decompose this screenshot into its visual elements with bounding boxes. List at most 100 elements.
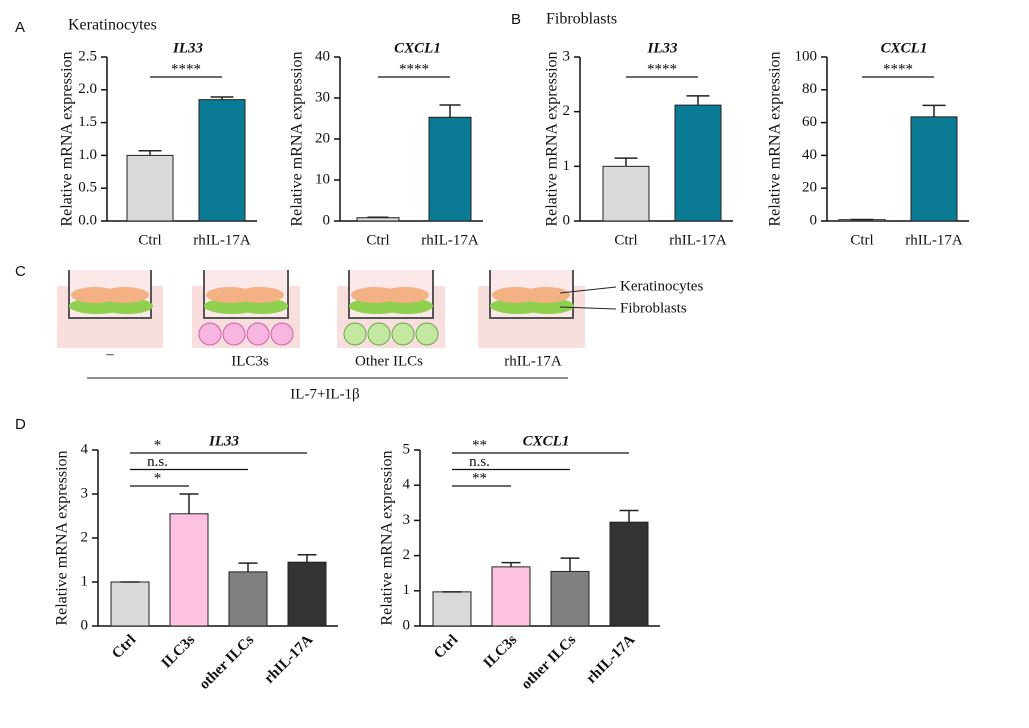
- significance-label: **: [472, 437, 487, 453]
- y-axis-label: Relative mRNA expression: [379, 450, 396, 625]
- y-tick-label: 60: [802, 114, 817, 130]
- y-axis-label: Relative mRNA expression: [54, 450, 71, 625]
- y-axis-label: Relative mRNA expression: [544, 51, 561, 226]
- x-tick-label: rhIL-17A: [261, 632, 316, 687]
- bar: [110, 581, 150, 627]
- bar: [602, 165, 650, 222]
- y-axis-label: Relative mRNA expression: [767, 51, 784, 226]
- y-tick-label: 0: [563, 212, 571, 228]
- y-tick-label: 100: [795, 48, 818, 64]
- x-tick-label: Ctrl: [850, 232, 873, 248]
- significance-label: *: [154, 437, 162, 453]
- chart-title: IL33: [172, 40, 204, 56]
- y-tick-label: 4: [403, 477, 411, 493]
- cell-label: Fibroblasts: [620, 300, 687, 316]
- bar: [356, 217, 400, 222]
- x-tick-label: Ctrl: [366, 232, 389, 248]
- y-tick-label: 0: [810, 212, 818, 228]
- error-bar: [614, 157, 638, 167]
- y-tick-label: 1.5: [78, 114, 97, 130]
- significance-label: ****: [883, 61, 913, 77]
- y-tick-label: 2.0: [78, 81, 97, 97]
- y-tick-label: 2.5: [78, 48, 97, 64]
- bar: [432, 591, 472, 627]
- y-tick-label: 3: [81, 485, 89, 501]
- x-tick-label: Ctrl: [138, 232, 161, 248]
- y-tick-label: 1: [563, 158, 571, 174]
- x-tick-label: ILC3s: [481, 632, 521, 672]
- error-bar: [619, 509, 639, 523]
- well: [57, 270, 163, 348]
- cell-label: Keratinocytes: [620, 278, 703, 294]
- y-tick-label: 1.0: [78, 147, 97, 163]
- y-tick-label: 5: [403, 441, 411, 457]
- x-tick-label: other ILCs: [196, 632, 257, 693]
- x-tick-label: other ILCs: [518, 632, 579, 693]
- bar: [198, 99, 246, 222]
- chart-title: CXCL1: [523, 433, 570, 449]
- significance-label: n.s.: [147, 454, 168, 470]
- x-tick-label: rhIL-17A: [421, 232, 479, 248]
- significance-label: ****: [399, 61, 429, 77]
- chart-title: CXCL1: [394, 40, 441, 56]
- bar: [428, 116, 472, 222]
- y-tick-label: 10: [315, 171, 330, 187]
- x-tick-label: ILC3s: [159, 632, 199, 672]
- condition-label: rhIL-17A: [504, 353, 562, 369]
- y-tick-label: 2: [403, 547, 411, 563]
- y-tick-label: 20: [315, 130, 330, 146]
- y-tick-label: 0: [323, 212, 331, 228]
- panel-title: Keratinocytes: [68, 17, 157, 34]
- y-tick-label: 4: [81, 441, 89, 457]
- error-bar: [439, 104, 461, 118]
- chart-title: CXCL1: [881, 40, 928, 56]
- x-tick-label: rhIL-17A: [583, 632, 638, 687]
- x-tick-label: rhIL-17A: [669, 232, 727, 248]
- y-tick-label: 80: [802, 81, 817, 97]
- condition-label: –: [105, 346, 114, 362]
- bar: [910, 116, 958, 222]
- y-tick-label: 2: [81, 529, 89, 545]
- x-tick-label: rhIL-17A: [905, 232, 963, 248]
- x-tick-label: rhIL-17A: [193, 232, 251, 248]
- error-bar: [238, 562, 258, 572]
- bar: [550, 570, 590, 627]
- bar: [228, 571, 268, 627]
- y-tick-label: 0: [81, 617, 89, 633]
- x-tick-label: Ctrl: [614, 232, 637, 248]
- y-tick-label: 40: [802, 147, 817, 163]
- treatment-label: IL-7+IL-1β: [290, 386, 359, 402]
- error-bar: [179, 493, 199, 514]
- well: [192, 270, 300, 348]
- significance-label: ****: [171, 61, 201, 77]
- significance-label: n.s.: [469, 454, 490, 470]
- error-bar: [922, 104, 946, 117]
- y-tick-label: 3: [563, 48, 571, 64]
- error-bar: [686, 95, 710, 106]
- error-bar: [297, 553, 317, 563]
- panel-label: B: [511, 11, 521, 28]
- y-tick-label: 3: [403, 512, 411, 528]
- panel-label: A: [15, 19, 25, 36]
- condition-label: ILC3s: [231, 353, 269, 369]
- panel-label: C: [15, 263, 26, 280]
- significance-label: **: [472, 470, 487, 486]
- chart-title: IL33: [647, 40, 679, 56]
- y-axis-label: Relative mRNA expression: [59, 51, 76, 226]
- y-tick-label: 0.0: [78, 212, 97, 228]
- x-tick-label: Ctrl: [431, 632, 461, 662]
- significance-label: ****: [647, 61, 677, 77]
- error-bar: [560, 557, 580, 572]
- schematic: Keratinocytes Fibroblasts – ILC3s Other …: [57, 270, 703, 402]
- y-tick-label: 1: [403, 582, 411, 598]
- bar: [169, 513, 209, 627]
- y-tick-label: 40: [315, 48, 330, 64]
- panel-label: D: [15, 416, 26, 433]
- y-axis-label: Relative mRNA expression: [289, 51, 306, 226]
- y-tick-label: 30: [315, 89, 330, 105]
- error-bar: [138, 150, 162, 156]
- error-bar: [210, 96, 234, 100]
- error-bar: [501, 561, 521, 567]
- chart-title: IL33: [208, 433, 240, 449]
